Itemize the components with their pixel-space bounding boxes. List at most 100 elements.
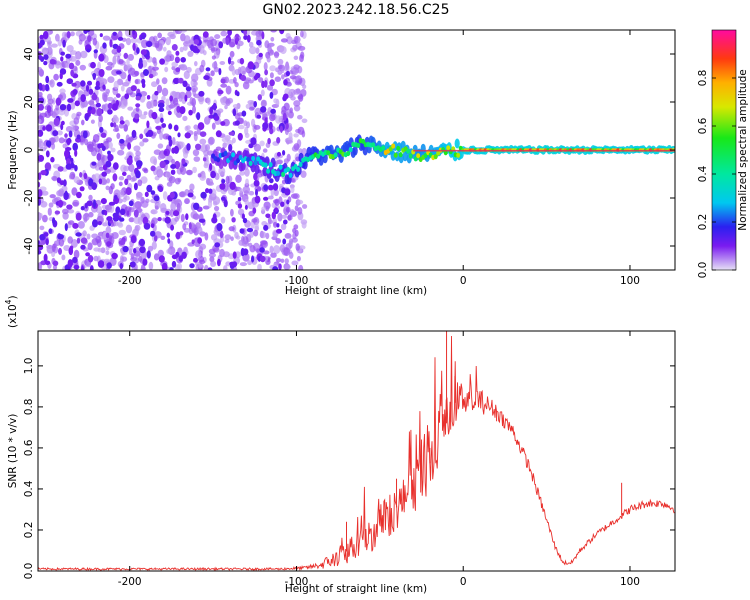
spectrogram-noise-blob xyxy=(57,234,64,240)
snr-marks xyxy=(38,331,675,571)
spectrogram-noise-blob xyxy=(157,217,162,222)
spectrogram-noise-blob xyxy=(274,76,281,82)
spectrogram-noise-blob xyxy=(98,53,105,62)
spectrogram-xtick-label: -200 xyxy=(118,275,142,287)
spectrogram-noise-blob xyxy=(243,35,248,40)
spectrogram-noise-blob xyxy=(98,77,105,83)
spectrogram-noise-blob xyxy=(72,142,78,151)
spectrogram-noise-blob xyxy=(52,260,59,267)
colorbar-label: Normalized spectral amplitude xyxy=(737,69,749,230)
spectrogram-noise-blob xyxy=(236,43,241,50)
spectrogram-noise-blob xyxy=(293,143,300,151)
spectrogram-noise-blob xyxy=(119,208,126,216)
spectrogram-noise-blob xyxy=(143,222,151,230)
spectrogram-noise-blob xyxy=(225,261,231,267)
spectrogram-noise-blob xyxy=(43,54,49,60)
spectrogram-noise-blob xyxy=(283,158,289,165)
spectrogram-noise-blob xyxy=(284,264,291,270)
spectrogram-noise-blob xyxy=(80,206,85,211)
spectrogram-noise-blob xyxy=(119,116,124,122)
spectrogram-noise-blob xyxy=(102,92,108,102)
spectrogram-noise-blob xyxy=(67,259,74,268)
spectrogram-noise-blob xyxy=(218,68,222,76)
spectrogram-noise-blob xyxy=(56,130,63,136)
spectrogram-noise-blob xyxy=(199,131,207,138)
spectrogram-noise-blob xyxy=(158,255,165,263)
spectrogram-noise-blob xyxy=(154,205,159,210)
spectrogram-noise-blob xyxy=(120,141,125,150)
spectrogram-noise-blob xyxy=(159,131,164,141)
spectrogram-noise-blob xyxy=(119,263,124,270)
snr-axes: -200 -100 0 100 0.0 0.2 0.4 0.6 0.8 1.0 xyxy=(23,331,675,588)
spectrogram-noise-blob xyxy=(224,238,230,244)
spectrogram-noise-blob xyxy=(106,262,112,269)
spectrogram-noise-blob xyxy=(112,31,117,36)
spectrogram-noise-blob xyxy=(97,61,101,70)
spectrogram-noise-blob xyxy=(229,261,236,267)
spectrogram-xtick-label: -100 xyxy=(285,275,309,287)
signal-band-core xyxy=(433,154,438,160)
spectrogram-noise-blob xyxy=(161,87,169,97)
spectrogram-noise-blob xyxy=(66,138,71,145)
spectrogram-noise-blob xyxy=(246,121,250,129)
spectrogram-noise-blob xyxy=(274,207,279,213)
spectrogram-noise-blob xyxy=(137,216,143,225)
spectrogram-noise-blob xyxy=(171,147,176,154)
spectrogram-noise-blob xyxy=(276,137,281,144)
spectrogram-noise-blob xyxy=(160,203,167,212)
spectrogram-noise-blob xyxy=(123,124,128,132)
spectrogram-noise-blob xyxy=(202,205,210,210)
spectrogram-noise-blob xyxy=(96,107,103,117)
spectrogram-noise-blob xyxy=(66,103,72,112)
spectrogram-noise-blob xyxy=(64,133,68,138)
spectrogram-noise-blob xyxy=(249,46,257,55)
spectrogram-noise-blob xyxy=(179,166,184,173)
spectrogram-noise-blob xyxy=(136,160,143,168)
spectrogram-noise-blob xyxy=(131,175,137,182)
spectrogram-noise-blob xyxy=(253,101,257,108)
spectrogram-noise-blob xyxy=(247,260,253,266)
spectrogram-noise-blob xyxy=(58,247,62,255)
spectrogram-noise-blob xyxy=(74,149,78,157)
spectrogram-noise-blob xyxy=(206,97,211,106)
spectrogram-noise-blob xyxy=(166,232,170,238)
spectrogram-noise-blob xyxy=(153,60,158,67)
spectrogram-noise-blob xyxy=(155,125,162,130)
spectrogram-noise-blob xyxy=(293,89,301,95)
spectrogram-noise-blob xyxy=(107,76,115,83)
spectrogram-noise-blob xyxy=(193,202,200,210)
spectrogram-noise-blob xyxy=(87,35,92,42)
spectrogram-noise-blob xyxy=(112,55,117,65)
spectrogram-noise-blob xyxy=(143,111,148,116)
spectrogram-noise-blob xyxy=(217,258,221,267)
spectrogram-noise-blob xyxy=(76,237,81,244)
spectrogram-noise-blob xyxy=(172,137,176,146)
spectrogram-noise-blob xyxy=(242,185,250,194)
spectrogram-noise-blob xyxy=(165,171,171,178)
signal-band-core xyxy=(371,142,376,148)
spectrogram-noise-blob xyxy=(89,98,95,108)
spectrogram-noise-blob xyxy=(126,58,130,67)
spectrogram-noise-blob xyxy=(198,90,205,97)
spectrogram-noise-blob xyxy=(176,202,181,212)
spectrogram-noise-blob xyxy=(247,61,254,70)
spectrogram-noise-blob xyxy=(153,235,158,242)
spectrogram-noise-blob xyxy=(112,173,118,182)
spectrogram-noise-blob xyxy=(138,61,144,69)
spectrogram-noise-blob xyxy=(112,128,120,132)
spectrogram-noise-blob xyxy=(76,111,82,117)
spectrogram-noise-blob xyxy=(99,33,103,38)
spectrogram-noise-blob xyxy=(180,57,186,63)
signal-band-core xyxy=(286,166,291,172)
spectrogram-noise-blob xyxy=(189,263,195,269)
spectrogram-noise-blob xyxy=(63,245,71,251)
spectrogram-noise-blob xyxy=(180,213,185,223)
spectrogram-noise-blob xyxy=(148,73,154,79)
spectrogram-noise-blob xyxy=(65,147,72,151)
spectrogram-noise-blob xyxy=(74,164,78,172)
spectrogram-noise-blob xyxy=(192,166,198,174)
signal-band-core xyxy=(396,145,401,151)
spectrogram-noise-blob xyxy=(57,39,62,47)
spectrogram-noise-blob xyxy=(87,255,94,263)
